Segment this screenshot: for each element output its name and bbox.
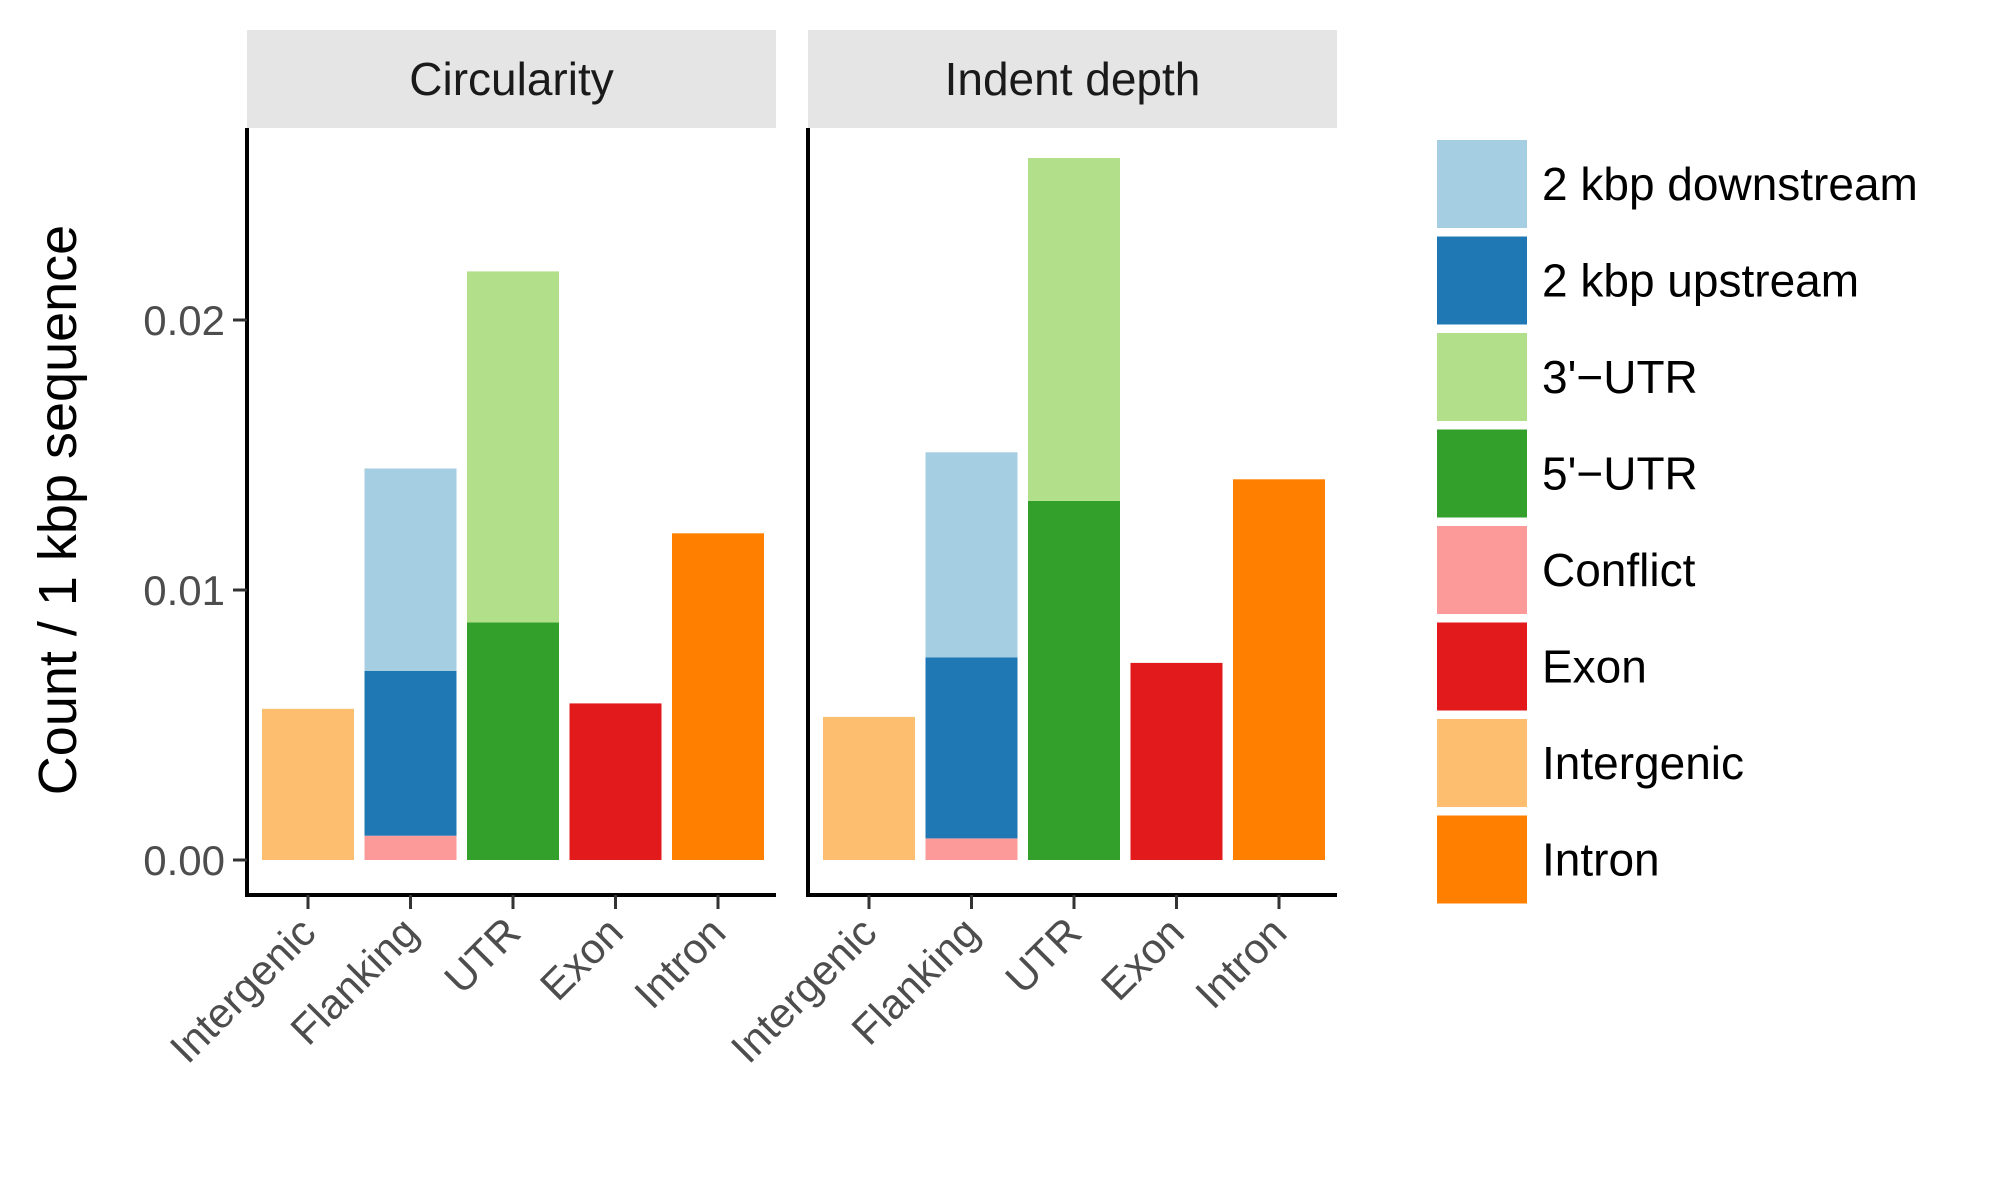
bar-segment-intron-intron (672, 533, 764, 860)
legend-label-3-utr: 3'−UTR (1542, 351, 1698, 403)
legend: 2 kbp downstream 2 kbp upstream 3'−UTR 5'−U… (1437, 140, 1918, 904)
panel-title: Circularity (409, 53, 613, 105)
bar-segment-flanking-2-kbp-downstream (364, 468, 457, 671)
legend-key-conflict (1437, 526, 1527, 614)
legend-key-exon (1437, 622, 1527, 711)
bar-segment-exon-exon (569, 703, 662, 860)
bar-segment-intron-intron (1233, 479, 1325, 860)
bar-segment-utr-5-utr (1028, 500, 1120, 860)
y-tick-label: 0.01 (143, 567, 225, 614)
legend-label-5-utr: 5'−UTR (1542, 448, 1698, 500)
y-tick-label: 0.02 (143, 297, 225, 344)
bar-segment-flanking-conflict (925, 838, 1018, 860)
legend-label-intron: Intron (1542, 834, 1660, 886)
bar-segment-exon-exon (1130, 662, 1223, 860)
bar-segment-utr-3-utr (1028, 158, 1120, 501)
legend-label-2-kbp-upstream: 2 kbp upstream (1542, 255, 1859, 307)
legend-key-intron (1437, 815, 1527, 904)
legend-key-2-kbp-upstream (1437, 236, 1527, 325)
bar-segment-flanking-2-kbp-downstream (925, 452, 1018, 658)
panel-title: Indent depth (945, 53, 1201, 105)
legend-key-intergenic (1437, 719, 1527, 807)
legend-label-conflict: Conflict (1542, 544, 1696, 596)
bar-segment-utr-3-utr (467, 271, 559, 623)
legend-key-5-utr (1437, 429, 1527, 518)
legend-label-intergenic: Intergenic (1542, 737, 1744, 789)
y-tick-label: 0.00 (143, 837, 225, 884)
legend-key-2-kbp-downstream (1437, 140, 1527, 228)
bar-segment-intergenic-intergenic (823, 716, 915, 860)
y-axis-title: Count / 1 kbp sequence (28, 225, 88, 795)
legend-label-2-kbp-downstream: 2 kbp downstream (1542, 158, 1918, 210)
legend-label-exon: Exon (1542, 641, 1647, 693)
bar-segment-flanking-conflict (364, 835, 457, 860)
bar-segment-flanking-2-kbp-upstream (925, 657, 1018, 839)
bar-segment-utr-5-utr (467, 622, 559, 860)
panel-strip (247, 30, 776, 128)
panel-strip (808, 30, 1337, 128)
bar-segment-flanking-2-kbp-upstream (364, 671, 457, 836)
legend-key-3-utr (1437, 333, 1527, 421)
bar-segment-intergenic-intergenic (262, 708, 354, 860)
